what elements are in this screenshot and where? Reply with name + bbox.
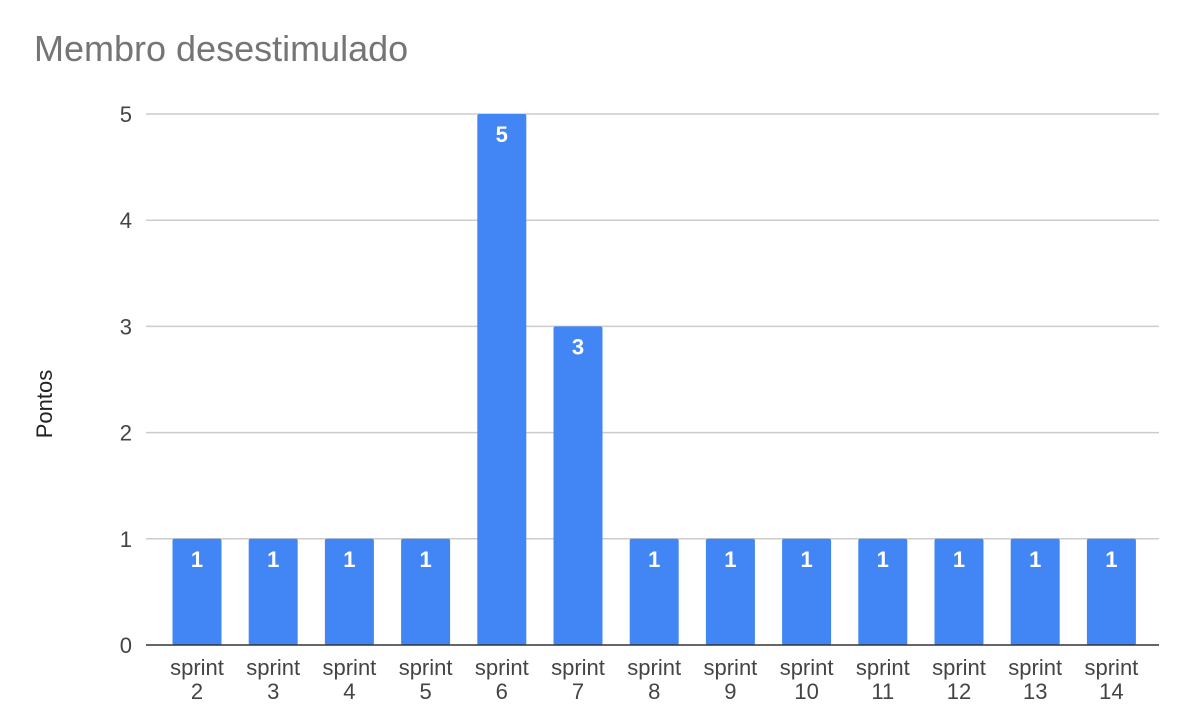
bar-data-label: 5 <box>496 122 508 147</box>
x-category-label: sprint 12 <box>932 655 986 704</box>
y-tick-label: 2 <box>120 421 132 446</box>
bar-data-label: 1 <box>191 547 203 572</box>
x-category-label: sprint 13 <box>1008 655 1062 704</box>
x-category-label: sprint 3 <box>246 655 300 704</box>
bar-data-label: 1 <box>1029 547 1041 572</box>
x-category-label: sprint 10 <box>780 655 834 704</box>
gridlines <box>146 113 1159 540</box>
x-category-label: sprint 9 <box>704 655 758 704</box>
x-category-label: sprint 5 <box>399 655 453 704</box>
bar <box>1010 538 1060 645</box>
bar <box>934 538 984 645</box>
x-category-label: sprint 2 <box>170 655 224 704</box>
y-tick-label: 5 <box>120 102 132 127</box>
y-axis-title: Pontos <box>32 370 57 439</box>
bar <box>782 538 832 645</box>
bar <box>1086 538 1136 645</box>
bars <box>172 114 1136 645</box>
bar-data-label: 1 <box>877 547 889 572</box>
x-category-label: sprint 7 <box>551 655 605 704</box>
bar-data-label: 1 <box>724 547 736 572</box>
x-category-label: sprint 6 <box>475 655 529 704</box>
bar <box>553 326 603 645</box>
y-tick-label: 0 <box>120 633 132 658</box>
y-axis-ticks: 0 1 2 3 4 5 <box>120 102 132 658</box>
x-category-label: sprint 14 <box>1085 655 1139 704</box>
bar <box>401 538 451 645</box>
bar <box>629 538 679 645</box>
x-category-label: sprint 4 <box>323 655 377 704</box>
bar-data-label: 3 <box>572 334 584 359</box>
bar-data-label: 1 <box>343 547 355 572</box>
bar <box>248 538 298 645</box>
bar-data-label: 1 <box>1105 547 1117 572</box>
bar <box>324 538 374 645</box>
bar-data-label: 1 <box>800 547 812 572</box>
bar-data-label: 1 <box>648 547 660 572</box>
y-tick-label: 4 <box>120 208 132 233</box>
bar <box>705 538 755 645</box>
y-tick-label: 3 <box>120 314 132 339</box>
bar-data-label: 1 <box>267 547 279 572</box>
x-category-label: sprint 8 <box>627 655 681 704</box>
bar <box>858 538 908 645</box>
chart-title: Membro desestimulado <box>34 28 409 69</box>
bar <box>172 538 222 645</box>
bar <box>477 114 527 645</box>
bar-data-labels: 1 1 1 1 5 3 1 1 1 1 1 1 1 <box>191 122 1118 572</box>
bar-data-label: 1 <box>419 547 431 572</box>
x-category-label: sprint 11 <box>856 655 910 704</box>
x-axis-labels: sprint 2 sprint 3 sprint 4 sprint 5 sprint 6 sprin… <box>170 655 1138 704</box>
bar-data-label: 1 <box>953 547 965 572</box>
y-tick-label: 1 <box>120 527 132 552</box>
